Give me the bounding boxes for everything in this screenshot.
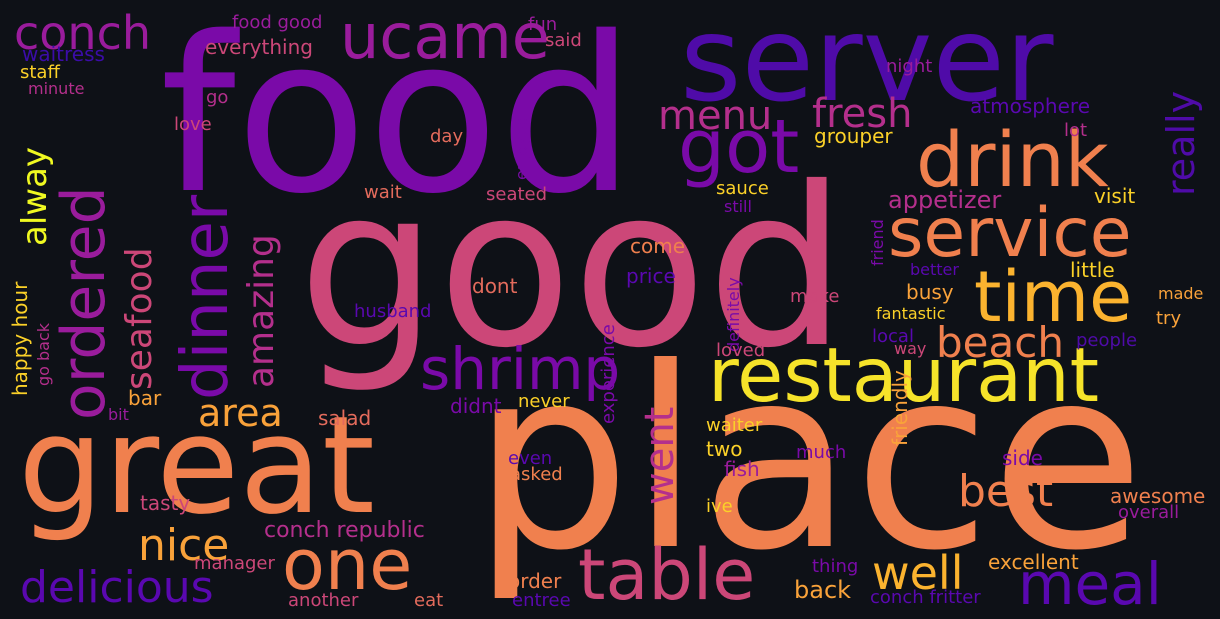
word-people: people bbox=[1076, 330, 1138, 351]
word-conch-republic: conch republic bbox=[264, 518, 425, 543]
word-went: went bbox=[637, 406, 683, 505]
word-beach: beach bbox=[936, 318, 1064, 367]
word-really: really bbox=[1159, 90, 1203, 196]
word-great: great bbox=[18, 387, 375, 544]
word-even: even bbox=[508, 448, 553, 469]
word-made: made bbox=[1158, 284, 1204, 303]
word-good: good bbox=[298, 140, 847, 396]
word-one: one bbox=[282, 524, 413, 606]
word-menu: menu bbox=[658, 93, 773, 139]
word-go: go bbox=[206, 87, 229, 108]
word-delicious: delicious bbox=[20, 562, 214, 613]
word-awesome: awesome bbox=[1110, 484, 1206, 508]
word-time: time bbox=[974, 256, 1133, 338]
word-friend: friend bbox=[868, 219, 887, 266]
word-enjoyed: enjoyed bbox=[512, 116, 531, 180]
word-local: local bbox=[872, 326, 914, 347]
word-fresh: fresh bbox=[812, 91, 913, 137]
word-area: area bbox=[198, 391, 283, 435]
word-friendly: friendly bbox=[888, 370, 912, 446]
word-table: table bbox=[578, 534, 756, 616]
word-entree: entree bbox=[512, 590, 571, 611]
word-didnt: didnt bbox=[450, 394, 502, 418]
word-place: place bbox=[472, 314, 1145, 605]
word-staff: staff bbox=[20, 62, 60, 83]
word-food-good: food good bbox=[232, 12, 323, 33]
word-food: food bbox=[160, 0, 636, 241]
word-try: try bbox=[1156, 308, 1182, 329]
word-still: still bbox=[724, 197, 752, 216]
word-atmosphere: atmosphere bbox=[970, 94, 1090, 118]
word-restaurant: restaurant bbox=[708, 331, 1100, 419]
word-excellent: excellent bbox=[988, 550, 1079, 574]
word-way: way bbox=[894, 339, 927, 358]
word-seafood: seafood bbox=[119, 247, 160, 390]
word-go-back: go back bbox=[34, 322, 53, 386]
word-back: back bbox=[794, 576, 852, 604]
word-lot: lot bbox=[1064, 120, 1088, 141]
word-night: night bbox=[886, 56, 933, 77]
word-love: love bbox=[174, 114, 212, 135]
word-conch-fritter: conch fritter bbox=[870, 587, 981, 608]
word-two: two bbox=[706, 437, 743, 461]
word-day: day bbox=[430, 126, 464, 147]
word-amazing: amazing bbox=[241, 234, 282, 388]
word-grouper: grouper bbox=[814, 124, 893, 148]
word-wait: wait bbox=[364, 182, 402, 203]
word-server: server bbox=[680, 0, 1054, 128]
word-shrimp: shrimp bbox=[420, 335, 621, 403]
word-thing: thing bbox=[812, 556, 859, 577]
word-fish: fish bbox=[724, 457, 760, 481]
word-manager: manager bbox=[194, 553, 275, 574]
word-order: order bbox=[508, 569, 562, 593]
word-ordered: ordered bbox=[49, 186, 119, 420]
word-alway: alway bbox=[15, 146, 55, 246]
word-much: much bbox=[796, 442, 847, 463]
word-husband: husband bbox=[354, 301, 432, 322]
word-side: side bbox=[1002, 446, 1043, 470]
word-dinner: dinner bbox=[169, 194, 243, 400]
word-price: price bbox=[626, 264, 676, 288]
word-experience: experience bbox=[598, 324, 619, 424]
word-asked: asked bbox=[510, 464, 563, 485]
word-best: best bbox=[958, 466, 1054, 517]
word-appetizer: appetizer bbox=[888, 186, 1002, 214]
word-bar: bar bbox=[128, 386, 162, 410]
word-fantastic: fantastic bbox=[876, 304, 946, 323]
word-bit: bit bbox=[108, 405, 129, 424]
word-fun: fun bbox=[528, 14, 558, 35]
word-said: said bbox=[545, 30, 582, 51]
word-sauce: sauce bbox=[716, 178, 769, 199]
word-make: make bbox=[790, 286, 840, 307]
word-everything: everything bbox=[205, 35, 313, 59]
word-service: service bbox=[888, 194, 1132, 273]
word-overall: overall bbox=[1118, 502, 1180, 523]
word-waiter: waiter bbox=[706, 415, 763, 436]
word-happy-hour: happy hour bbox=[8, 281, 32, 396]
word-another: another bbox=[288, 590, 359, 611]
word-little: little bbox=[1070, 258, 1115, 282]
word-visit: visit bbox=[1094, 184, 1136, 208]
word-minute: minute bbox=[28, 79, 85, 98]
word-well: well bbox=[872, 546, 964, 600]
word-dont: dont bbox=[472, 274, 518, 298]
word-got: got bbox=[678, 104, 800, 190]
word-conch: conch bbox=[14, 6, 152, 60]
word-salad: salad bbox=[318, 406, 372, 430]
word-meal: meal bbox=[1018, 550, 1162, 618]
word-tasty: tasty bbox=[140, 491, 191, 515]
word-come: come bbox=[630, 234, 686, 258]
word-busy: busy bbox=[906, 280, 954, 304]
word-better: better bbox=[910, 260, 959, 279]
word-waitress: waitress bbox=[22, 42, 105, 66]
word-seated: seated bbox=[486, 184, 548, 205]
word-ucame: ucame bbox=[340, 0, 550, 73]
word-nice: nice bbox=[138, 520, 230, 571]
word-never: never bbox=[518, 391, 570, 412]
word-ive: ive bbox=[706, 496, 733, 517]
word-drink: drink bbox=[916, 115, 1109, 204]
word-loved: loved bbox=[716, 340, 766, 361]
word-eat: eat bbox=[414, 590, 444, 611]
